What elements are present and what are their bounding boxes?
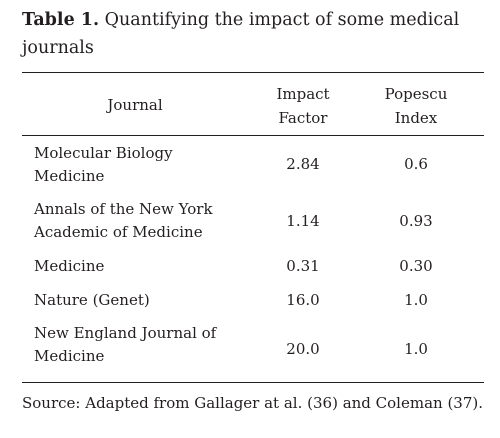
row-1-journal: Molecular Biology Medicine	[34, 142, 254, 188]
row-3-popescu: 0.30	[399, 257, 433, 275]
row-5-journal-line2: Medicine	[34, 347, 105, 365]
row-4-popescu: 1.0	[404, 291, 428, 309]
row-2-popescu: 0.93	[399, 212, 433, 230]
row-5-popescu: 1.0	[404, 340, 428, 358]
row-4-journal-line1: Nature (Genet)	[34, 291, 150, 309]
header-impact-line1: Impact	[276, 85, 330, 103]
row-5-impact: 20.0	[286, 340, 320, 358]
row-2-journal: Annals of the New York Academic of Medic…	[34, 198, 254, 244]
header-impact-factor: Impact Factor	[248, 82, 358, 130]
row-1-journal-line1: Molecular Biology	[34, 144, 173, 162]
table-title: Quantifying the impact of some medical j…	[22, 10, 460, 58]
table-label: Table 1.	[22, 10, 100, 30]
row-1-impact: 2.84	[286, 155, 320, 173]
row-3-impact: 0.31	[286, 257, 320, 275]
row-5-journal-line1: New England Journal of	[34, 324, 217, 342]
header-journal: Journal	[107, 96, 163, 114]
row-1-journal-line2: Medicine	[34, 167, 105, 185]
row-4-journal: Nature (Genet)	[34, 289, 254, 312]
row-5-journal: New England Journal of Medicine	[34, 322, 254, 368]
source-note: Source: Adapted from Gallager at al. (36…	[22, 394, 484, 412]
table-top-rule	[22, 72, 484, 73]
row-1-popescu: 0.6	[404, 155, 428, 173]
row-2-impact: 1.14	[286, 212, 320, 230]
row-2-journal-line1: Annals of the New York	[34, 200, 213, 218]
table-bottom-rule	[22, 382, 484, 383]
table-caption: Table 1. Quantifying the impact of some …	[22, 6, 492, 62]
row-4-impact: 16.0	[286, 291, 320, 309]
header-popescu-index: Popescu Index	[356, 82, 476, 130]
header-popescu-line1: Popescu	[384, 85, 448, 103]
header-impact-line2: Factor	[278, 109, 328, 127]
header-popescu-line2: Index	[394, 109, 438, 127]
row-2-journal-line2: Academic of Medicine	[34, 223, 203, 241]
row-3-journal-line1: Medicine	[34, 257, 105, 275]
row-3-journal: Medicine	[34, 255, 254, 278]
table-header-rule	[22, 135, 484, 136]
